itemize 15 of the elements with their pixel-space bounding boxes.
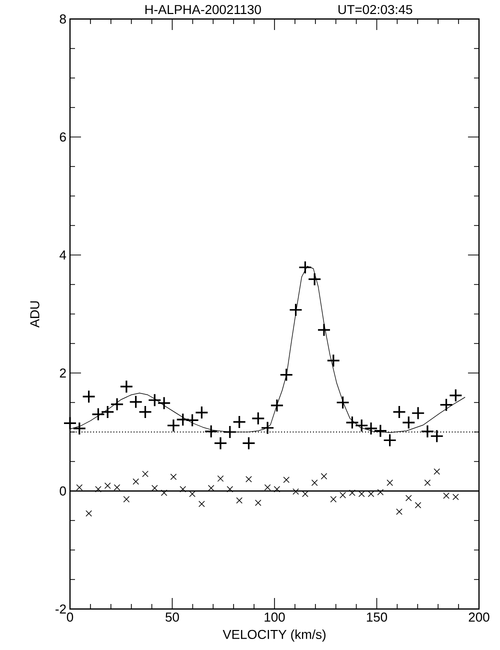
- y-tick-label: 2: [60, 368, 66, 378]
- x-tick-label: 100: [264, 612, 285, 622]
- y-tick-label: -2: [56, 604, 66, 614]
- y-tick-label: 0: [60, 486, 66, 496]
- x-tick-label: 50: [166, 612, 179, 622]
- x-axis-title: VELOCITY (km/s): [222, 630, 326, 642]
- x-tick-label: 0: [66, 612, 74, 622]
- y-axis-title: ADU: [30, 301, 40, 328]
- chart-subtitle: UT=02:03:45: [338, 4, 412, 14]
- y-tick-label: 8: [60, 14, 66, 24]
- y-tick-label: 6: [60, 132, 66, 142]
- chart-title: H-ALPHA-20021130: [145, 4, 261, 14]
- y-tick-label: 4: [60, 250, 66, 260]
- x-tick-label: 150: [366, 612, 388, 622]
- x-tick-label: 200: [468, 612, 490, 622]
